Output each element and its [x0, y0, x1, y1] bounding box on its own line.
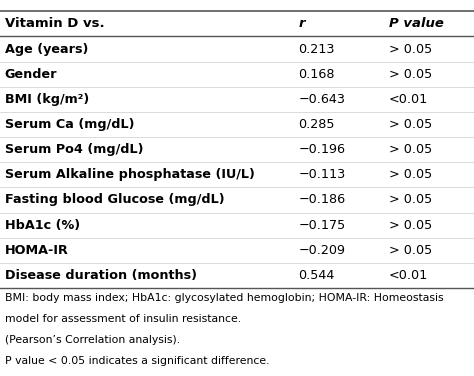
Text: Serum Po4 (mg/dL): Serum Po4 (mg/dL)	[5, 143, 143, 156]
Text: > 0.05: > 0.05	[389, 194, 432, 206]
Text: P value < 0.05 indicates a significant difference.: P value < 0.05 indicates a significant d…	[5, 356, 269, 366]
Text: Disease duration (months): Disease duration (months)	[5, 269, 197, 282]
Text: Serum Alkaline phosphatase (IU/L): Serum Alkaline phosphatase (IU/L)	[5, 168, 255, 181]
Text: 0.168: 0.168	[299, 68, 335, 81]
Text: BMI (kg/m²): BMI (kg/m²)	[5, 93, 89, 106]
Text: Fasting blood Glucose (mg/dL): Fasting blood Glucose (mg/dL)	[5, 194, 224, 206]
Text: −0.175: −0.175	[299, 218, 346, 232]
Text: −0.209: −0.209	[299, 244, 346, 257]
Text: > 0.05: > 0.05	[389, 168, 432, 181]
Text: Age (years): Age (years)	[5, 42, 88, 56]
Text: > 0.05: > 0.05	[389, 118, 432, 131]
Text: BMI: body mass index; HbA1c: glycosylated hemoglobin; HOMA-IR: Homeostasis: BMI: body mass index; HbA1c: glycosylate…	[5, 293, 443, 303]
Text: r: r	[299, 17, 305, 30]
Text: > 0.05: > 0.05	[389, 244, 432, 257]
Text: > 0.05: > 0.05	[389, 68, 432, 81]
Text: −0.196: −0.196	[299, 143, 346, 156]
Text: HOMA-IR: HOMA-IR	[5, 244, 68, 257]
Text: 0.544: 0.544	[299, 269, 335, 282]
Text: > 0.05: > 0.05	[389, 143, 432, 156]
Text: Gender: Gender	[5, 68, 57, 81]
Text: (Pearson’s Correlation analysis).: (Pearson’s Correlation analysis).	[5, 335, 180, 345]
Text: 0.213: 0.213	[299, 42, 335, 56]
Text: P value: P value	[389, 17, 444, 30]
Text: Serum Ca (mg/dL): Serum Ca (mg/dL)	[5, 118, 134, 131]
Text: model for assessment of insulin resistance.: model for assessment of insulin resistan…	[5, 314, 241, 324]
Text: 0.285: 0.285	[299, 118, 335, 131]
Text: −0.643: −0.643	[299, 93, 346, 106]
Text: <0.01: <0.01	[389, 269, 428, 282]
Text: > 0.05: > 0.05	[389, 218, 432, 232]
Text: > 0.05: > 0.05	[389, 42, 432, 56]
Text: −0.186: −0.186	[299, 194, 346, 206]
Text: HbA1c (%): HbA1c (%)	[5, 218, 80, 232]
Text: <0.01: <0.01	[389, 93, 428, 106]
Text: −0.113: −0.113	[299, 168, 346, 181]
Text: Vitamin D vs.: Vitamin D vs.	[5, 17, 104, 30]
